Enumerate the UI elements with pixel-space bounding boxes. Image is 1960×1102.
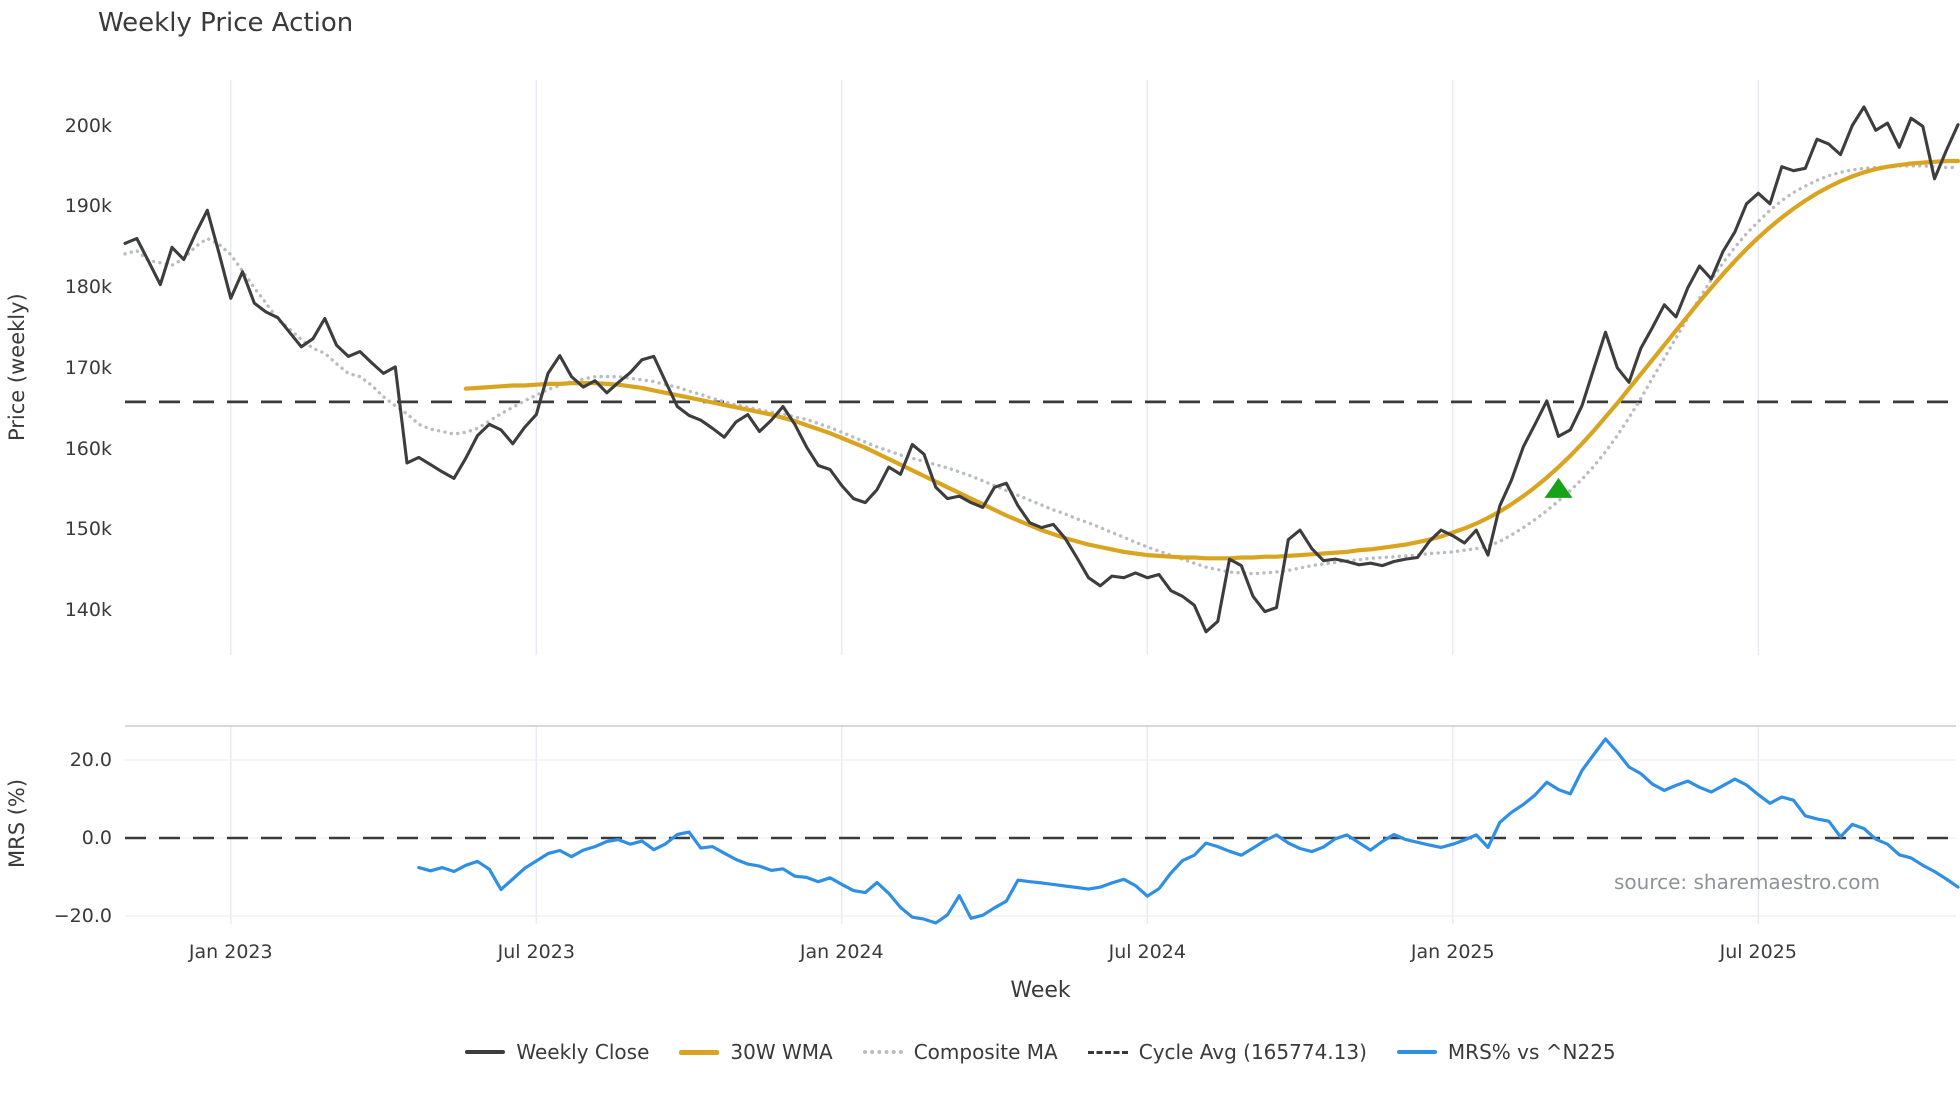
chart-title: Weekly Price Action xyxy=(98,8,354,38)
mrs-tick-label: 0.0 xyxy=(81,827,112,849)
composite-ma-swatch-icon xyxy=(862,1050,903,1054)
legend-item-30w-wma: 30W WMA xyxy=(679,1040,833,1064)
legend-label: MRS% vs ^N225 xyxy=(1447,1040,1616,1064)
price-tick-label: 200k xyxy=(64,114,112,137)
price-tick-label: 150k xyxy=(64,518,112,541)
legend-item-composite-ma: Composite MA xyxy=(862,1040,1058,1064)
cycle-avg-swatch-icon xyxy=(1087,1050,1128,1054)
price-tick-label: 140k xyxy=(64,599,112,621)
legend-label: Composite MA xyxy=(913,1040,1058,1064)
legend-item-mrs: MRS% vs ^N225 xyxy=(1396,1040,1616,1064)
source-attribution: source: sharemaestro.com xyxy=(1614,870,1880,894)
price-tick-label: 160k xyxy=(64,437,112,460)
legend-label: Weekly Close xyxy=(516,1040,650,1064)
wma-30w-line xyxy=(463,158,1960,561)
x-tick-label: Jul 2025 xyxy=(1719,941,1797,963)
x-tick-label: Jan 2023 xyxy=(188,941,273,963)
x-tick-label: Jul 2023 xyxy=(497,941,575,963)
x-tick-label: Jan 2025 xyxy=(1410,941,1495,963)
composite-ma-line xyxy=(123,164,1960,576)
price-tick-label: 170k xyxy=(64,356,112,379)
weekly-close-swatch-icon xyxy=(465,1050,506,1054)
legend-label: 30W WMA xyxy=(730,1040,833,1064)
legend-item-weekly-close: Weekly Close xyxy=(465,1040,649,1064)
mrs-tick-label: −20.0 xyxy=(53,905,112,927)
x-tick-label: Jul 2024 xyxy=(1108,941,1186,963)
buy-signal-triangle-icon xyxy=(1544,477,1573,498)
wma-swatch-icon xyxy=(679,1049,720,1055)
mrs-tick-label: 20.0 xyxy=(69,749,112,771)
x-axis-title: Week xyxy=(1010,978,1071,1003)
mrs-swatch-icon xyxy=(1396,1050,1437,1054)
legend-item-cycle-avg: Cycle Avg (165774.13) xyxy=(1087,1040,1367,1064)
price-tick-label: 180k xyxy=(64,276,112,298)
weekly-close-line xyxy=(123,105,1960,634)
chart-legend: Weekly Close 30W WMA Composite MA Cycle … xyxy=(125,1036,1956,1068)
x-tick-label: Jan 2024 xyxy=(799,941,884,963)
mrs-line xyxy=(417,737,1960,925)
legend-label: Cycle Avg (165774.13) xyxy=(1138,1040,1367,1064)
price-tick-label: 190k xyxy=(64,195,112,218)
